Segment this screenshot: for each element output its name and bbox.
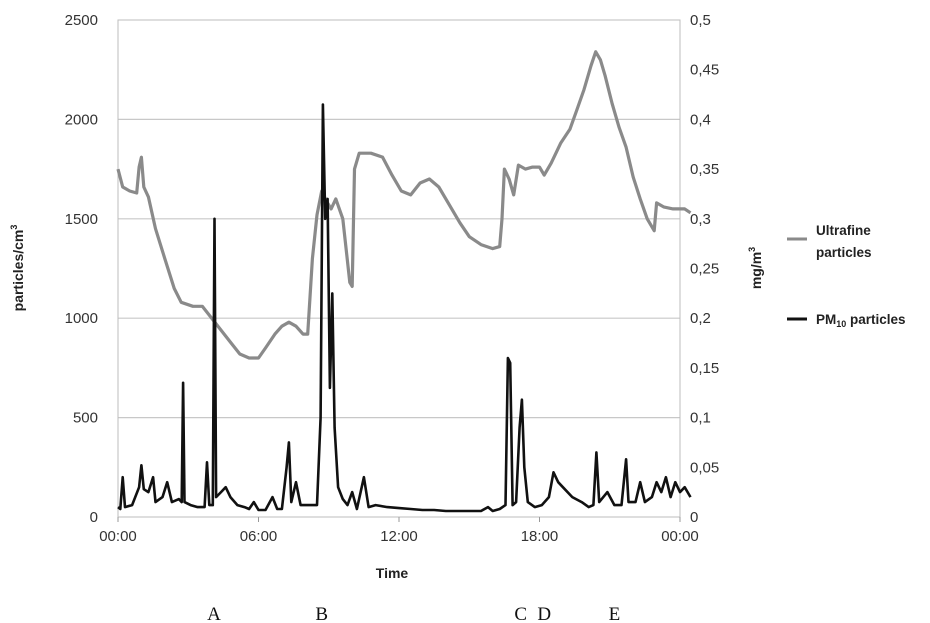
y-axis-left-title: particles/cm3 — [9, 225, 26, 312]
event-marker-b: B — [315, 604, 328, 623]
y-right-tick-label: 0,3 — [690, 211, 711, 228]
y-right-tick-label: 0,25 — [690, 261, 719, 278]
x-tick-label: 00:00 — [99, 528, 137, 545]
legend: Ultrafine particles PM10 particles — [787, 223, 906, 329]
event-marker-a: A — [207, 604, 221, 623]
event-marker-e: E — [609, 604, 621, 623]
y-right-tick-label: 0,35 — [690, 161, 719, 178]
series-line-pm10 — [117, 103, 692, 513]
y-right-tick-label: 0,15 — [690, 360, 719, 377]
x-tick-label: 18:00 — [521, 528, 559, 545]
x-axis-title: Time — [376, 565, 409, 581]
y-right-tick-label: 0,2 — [690, 310, 711, 327]
y-axis-right-title: mg/m3 — [747, 247, 764, 289]
y-left-tick-label: 2500 — [65, 12, 98, 29]
y-right-tick-label: 0,45 — [690, 62, 719, 79]
y-left-tick-label: 500 — [73, 410, 98, 427]
legend-label-pm10: PM10 particles — [816, 312, 906, 329]
y-right-tick-label: 0,4 — [690, 111, 711, 128]
legend-label-ultrafine: Ultrafine particles — [816, 223, 875, 260]
y-right-tick-label: 0 — [690, 509, 698, 526]
y-right-tick-label: 0,05 — [690, 459, 719, 476]
x-tick-label: 06:00 — [240, 528, 278, 545]
y-right-tick-label: 0,5 — [690, 12, 711, 29]
left-axis-ticks: 0 500 1000 1500 2000 2500 — [65, 12, 98, 526]
y-left-tick-label: 2000 — [65, 111, 98, 128]
x-tick-label: 00:00 — [661, 528, 699, 545]
y-left-tick-label: 1500 — [65, 211, 98, 228]
x-axis-ticks: 00:00 06:00 12:00 18:00 00:00 — [99, 517, 699, 545]
y-right-tick-label: 0,1 — [690, 410, 711, 427]
y-left-tick-label: 1000 — [65, 310, 98, 327]
event-marker-c: C — [514, 604, 527, 623]
right-axis-ticks: 0 0,05 0,1 0,15 0,2 0,25 0,3 0,35 0,4 0,45 0,5 — [690, 12, 719, 526]
series-line-ultrafine — [116, 50, 692, 360]
event-marker-d: D — [537, 604, 551, 623]
y-left-tick-label: 0 — [90, 509, 98, 526]
x-tick-label: 12:00 — [380, 528, 418, 545]
series-layer — [116, 50, 692, 513]
